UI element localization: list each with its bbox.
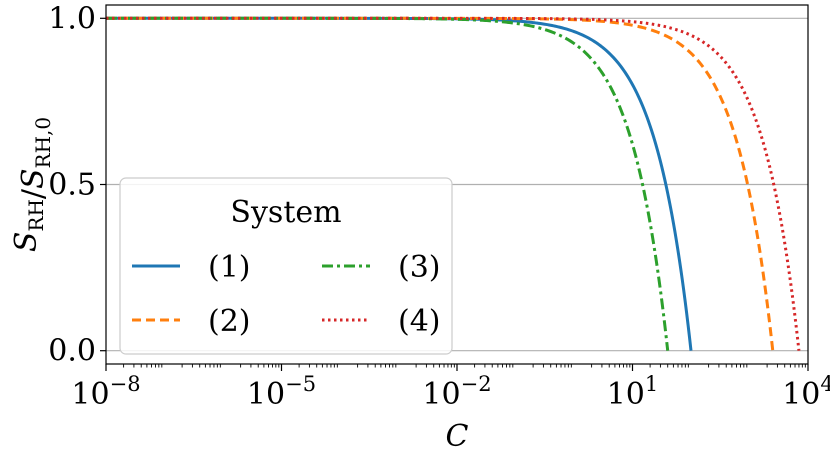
y-tick-label: 0.5 bbox=[48, 168, 96, 203]
series-line bbox=[106, 16, 670, 351]
x-tick-label: 10−8 bbox=[71, 372, 140, 412]
axis-ticks: 0.0 0.5 1.0 10−8 10−5 10−2 101 104 bbox=[48, 1, 830, 412]
legend-title: System bbox=[230, 195, 341, 230]
y-tick-label: 1.0 bbox=[48, 1, 96, 36]
legend-label: (4) bbox=[398, 304, 441, 339]
x-tick-label: 10−2 bbox=[422, 372, 491, 412]
series-curves bbox=[106, 16, 801, 351]
y-axis-label-text: SRH/SRH,0 bbox=[9, 117, 55, 252]
series-line bbox=[106, 16, 801, 351]
legend-label: (2) bbox=[208, 304, 251, 339]
x-axis-label: C bbox=[446, 419, 469, 454]
x-tick-label: 10−5 bbox=[247, 372, 316, 412]
y-tick-label: 0.0 bbox=[48, 334, 96, 369]
legend-box bbox=[119, 177, 453, 355]
y-axis-label: SRH/SRH,0 bbox=[9, 117, 55, 252]
legend-label: (1) bbox=[208, 250, 251, 285]
legend: System (1) (2) (3) (4) bbox=[119, 177, 453, 355]
x-tick-label: 101 bbox=[607, 372, 659, 412]
x-tick-label: 104 bbox=[782, 372, 830, 412]
legend-label: (3) bbox=[398, 250, 441, 285]
